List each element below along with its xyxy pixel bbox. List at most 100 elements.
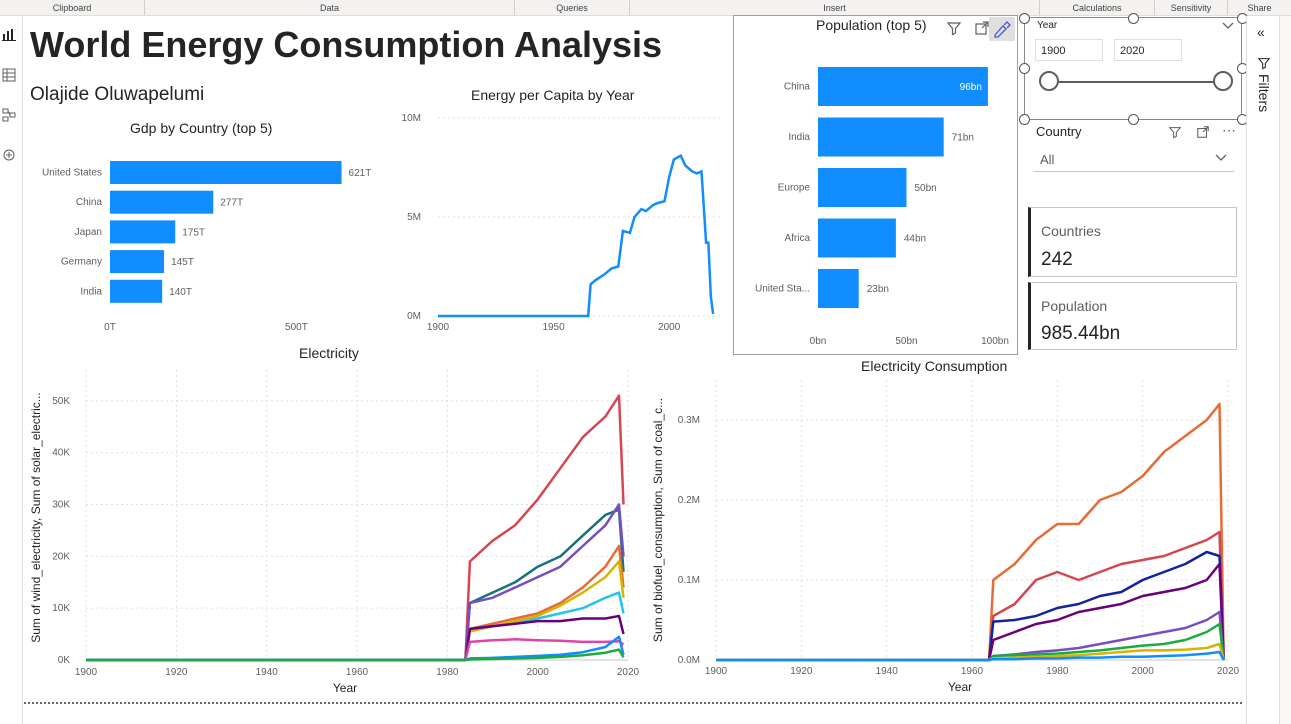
resize-handle[interactable] — [1019, 13, 1030, 24]
data-label: 23bn — [867, 284, 889, 295]
year-slider-track[interactable] — [1050, 81, 1225, 83]
y-tick-label: 10K — [52, 603, 70, 614]
year-slicer[interactable]: Year 1900 2020 — [1024, 17, 1242, 120]
category-label: Africa — [784, 233, 810, 244]
population-bar-chart[interactable]: China India Europe Africa United Sta... 96bn 7… — [734, 56, 1017, 356]
series-line — [86, 591, 625, 662]
series-line — [716, 622, 1225, 662]
focus-mode-icon[interactable] — [1196, 125, 1210, 139]
x-tick-label: 100bn — [981, 336, 1009, 347]
series-line — [86, 638, 625, 662]
country-slicer-label: Country — [1036, 124, 1082, 139]
x-tick-label: 1940 — [256, 667, 279, 678]
visualizations-pane-edge[interactable] — [1279, 16, 1291, 724]
ribbon-group-labels: Clipboard Data Queries Insert Calculatio… — [0, 0, 1291, 16]
x-tick-label: 1920 — [790, 666, 813, 677]
category-label: India — [80, 286, 102, 297]
resize-handle[interactable] — [1128, 114, 1139, 125]
format-brush-button[interactable] — [989, 17, 1015, 41]
population-visual-container[interactable]: Population (top 5) China India Europe Afric… — [733, 15, 1018, 355]
y-tick-label: 0K — [58, 655, 71, 666]
bar — [818, 117, 944, 157]
bar — [110, 161, 342, 184]
x-tick-label: 500T — [285, 322, 308, 333]
series-line — [86, 394, 625, 662]
y-tick-label: 0M — [407, 311, 421, 322]
series-line — [716, 650, 1225, 662]
year-slider-end-handle[interactable] — [1213, 71, 1233, 91]
filter-icon[interactable] — [1168, 125, 1182, 139]
data-label: 71bn — [952, 133, 974, 144]
page-bottom-divider — [24, 702, 1242, 704]
x-tick-label: 1980 — [1046, 666, 1069, 677]
ribbon-group-share[interactable]: Share — [1247, 3, 1272, 13]
resize-handle[interactable] — [1019, 63, 1030, 74]
bar — [110, 250, 165, 274]
report-view-icon[interactable] — [2, 28, 16, 42]
ribbon-group-clipboard[interactable]: Clipboard — [0, 0, 145, 15]
energy-line-chart[interactable]: 0M 5M 10M 1900 1950 2000 — [390, 108, 730, 338]
energy-series-line — [438, 153, 715, 318]
x-tick-label: 1900 — [75, 667, 98, 678]
gdp-chart-title: Gdp by Country (top 5) — [130, 120, 273, 136]
x-tick-label: 2000 — [527, 667, 550, 678]
series-line — [716, 530, 1225, 662]
collapse-pane-icon[interactable]: « — [1257, 24, 1265, 40]
x-tick-label: 2000 — [1132, 666, 1155, 677]
x-tick-label: 1920 — [165, 667, 188, 678]
data-label: 175T — [182, 227, 205, 238]
year-end-input[interactable]: 2020 — [1114, 39, 1182, 61]
gdp-bar-chart[interactable]: United States China Japan Germany India 621T 2… — [26, 145, 386, 340]
filters-pane-collapsed[interactable]: « Filters — [1246, 16, 1291, 724]
year-slider-start-handle[interactable] — [1039, 71, 1059, 91]
category-label: United States — [42, 168, 102, 179]
y-tick-label: 20K — [52, 551, 70, 562]
card-value: 242 — [1041, 249, 1073, 270]
ribbon-group-data[interactable]: Data — [145, 0, 515, 15]
category-label: India — [788, 132, 810, 143]
series-line — [86, 503, 625, 662]
model-view-icon[interactable] — [2, 108, 16, 122]
x-tick-label: 2020 — [1217, 666, 1240, 677]
x-tick-label: 0bn — [810, 336, 827, 347]
report-title: World Energy Consumption Analysis — [30, 24, 663, 65]
x-tick-label: 1940 — [876, 666, 899, 677]
resize-handle[interactable] — [1019, 114, 1030, 125]
series-line — [716, 550, 1225, 662]
table-view-icon[interactable] — [2, 68, 16, 82]
category-label: Germany — [61, 257, 102, 268]
year-slicer-label: Year — [1037, 20, 1058, 31]
series-line — [716, 562, 1225, 662]
population-chart-title: Population (top 5) — [816, 17, 927, 33]
series-line — [716, 402, 1225, 662]
category-label: China — [784, 82, 811, 93]
dax-query-view-icon[interactable] — [2, 148, 16, 162]
resize-handle[interactable] — [1128, 13, 1139, 24]
electricity-line-chart[interactable]: 0K 10K 20K 30K 40K 50K 1900 1920 1940 1960 1980 200… — [26, 368, 646, 698]
x-axis-title: Year — [948, 680, 972, 694]
filter-icon[interactable] — [946, 20, 962, 36]
y-tick-label: 0.1M — [678, 575, 700, 586]
countries-card: Countries 242 — [1028, 207, 1237, 277]
y-tick-label: 0.0M — [678, 655, 700, 666]
year-start-input[interactable]: 1900 — [1035, 39, 1103, 61]
ribbon-group-calculations[interactable]: Calculations — [1040, 0, 1155, 15]
focus-mode-icon[interactable] — [974, 20, 990, 36]
ribbon-group-sensitivity[interactable]: Sensitivity — [1155, 0, 1228, 15]
report-author: Olajide Oluwapelumi — [30, 84, 205, 105]
electricity-chart-title: Electricity — [299, 345, 359, 361]
consumption-line-chart[interactable]: 0.0M 0.1M 0.2M 0.3M 1900 1920 1940 1960 1980 2000… — [648, 380, 1244, 698]
chevron-down-icon[interactable] — [1221, 21, 1235, 31]
x-tick-label: 1900 — [427, 322, 450, 333]
y-tick-label: 0.3M — [678, 415, 700, 426]
country-dropdown[interactable]: All — [1034, 147, 1234, 172]
more-options-icon[interactable]: ⋯ — [1222, 122, 1236, 138]
ribbon-group-insert[interactable]: Insert — [630, 0, 1040, 15]
view-switcher-bar — [0, 16, 23, 724]
data-label: 621T — [349, 168, 372, 179]
energy-chart-title: Energy per Capita by Year — [471, 87, 635, 103]
paint-brush-icon — [994, 21, 1011, 38]
x-tick-label: 50bn — [895, 336, 917, 347]
filters-pane-label[interactable]: Filters — [1256, 74, 1272, 113]
ribbon-group-queries[interactable]: Queries — [515, 0, 630, 15]
